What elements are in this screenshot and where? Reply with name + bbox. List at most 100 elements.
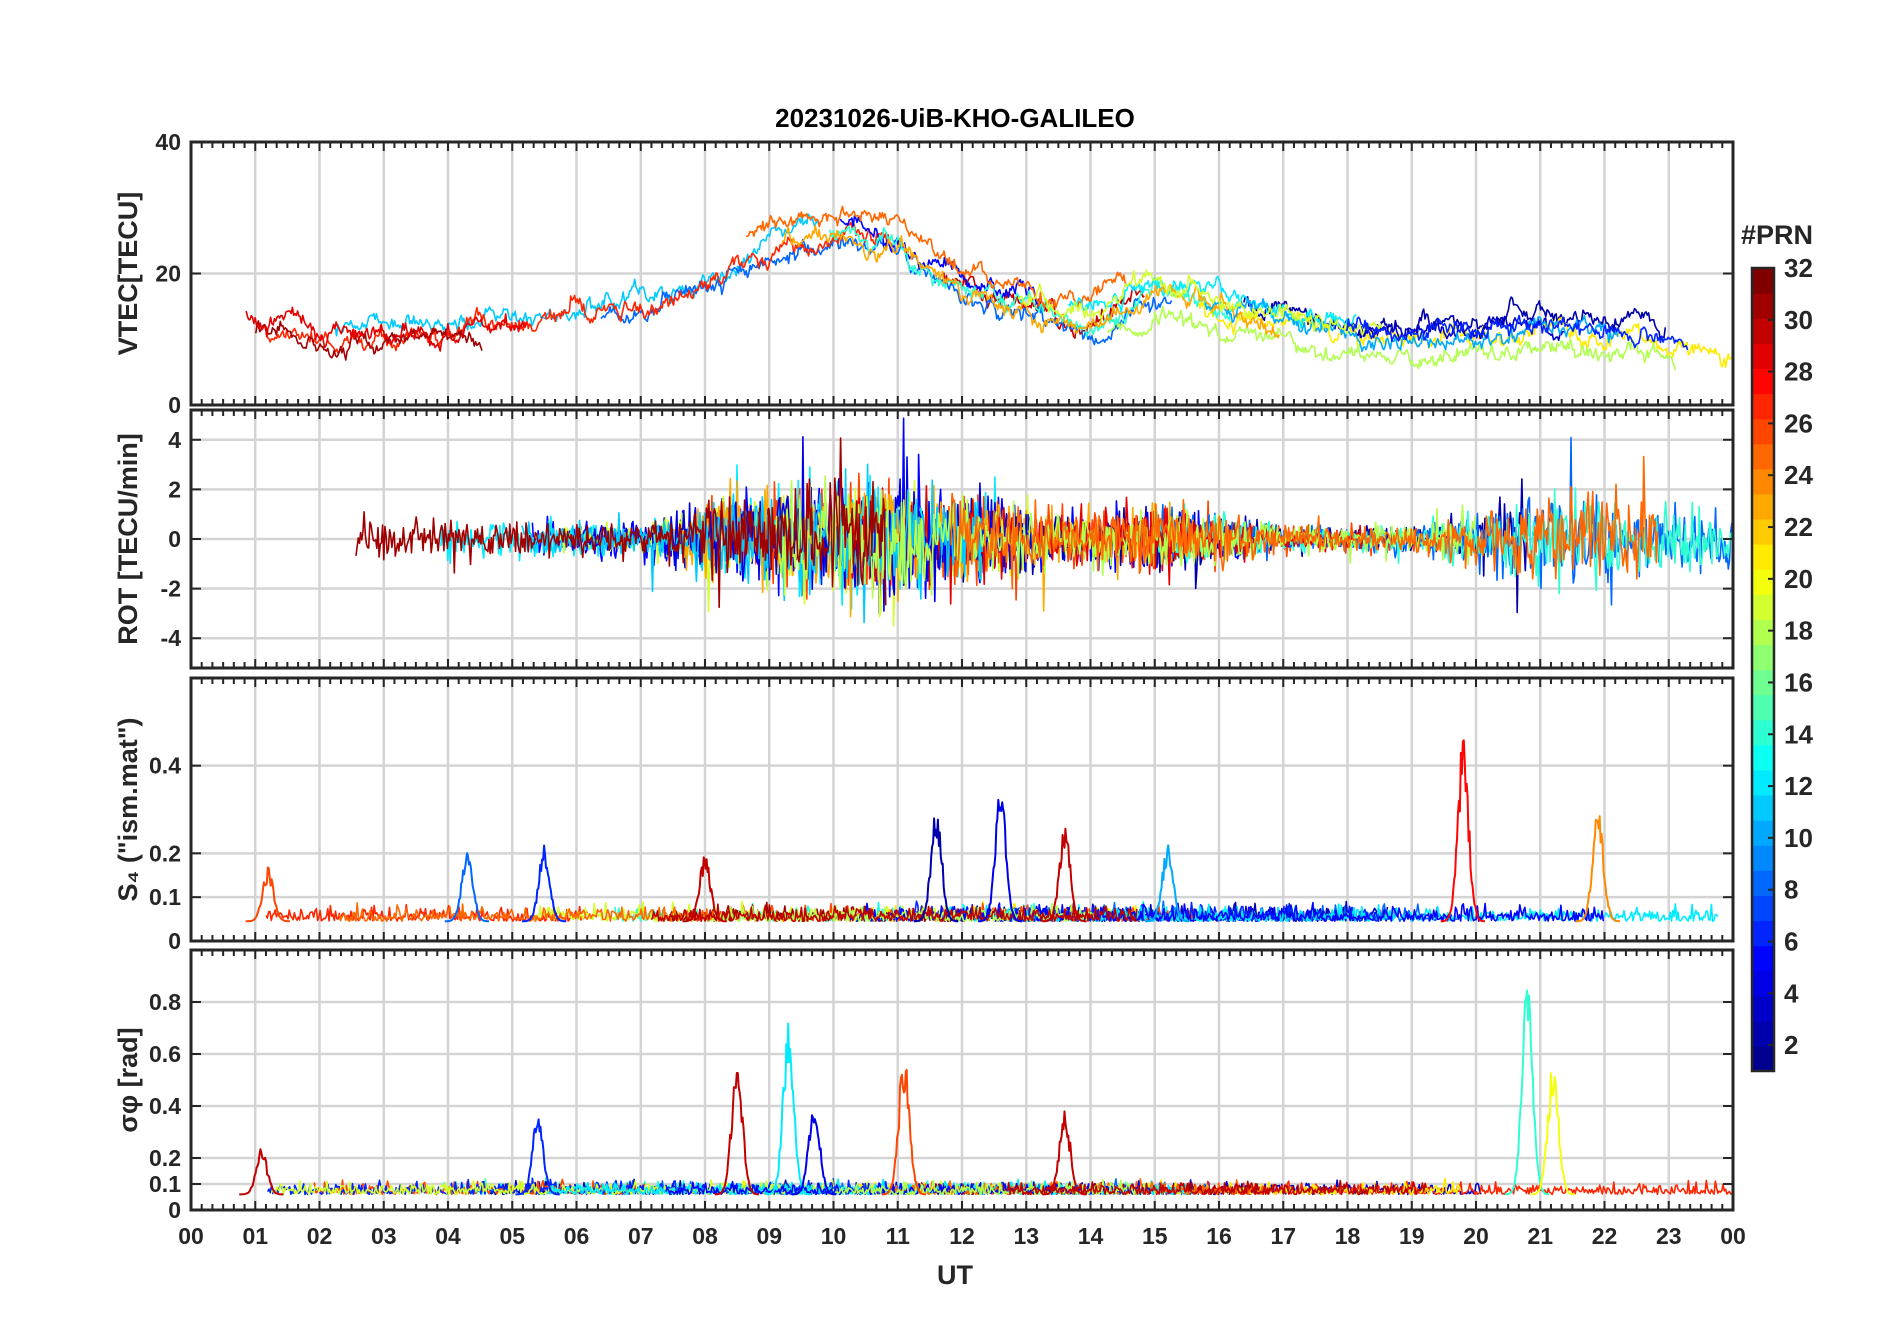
- grid: [191, 678, 1733, 941]
- s4-peak: [1575, 815, 1620, 923]
- x-tick-label: 11: [886, 1223, 911, 1249]
- x-tick-label: 21: [1527, 1223, 1553, 1249]
- x-tick-label: 02: [307, 1223, 333, 1249]
- s4-peak: [1440, 739, 1485, 923]
- colorbar-segment: [1752, 1020, 1774, 1047]
- colorbar-segment: [1752, 644, 1774, 671]
- x-tick-label: 00: [178, 1223, 204, 1249]
- traces: [355, 417, 1733, 627]
- sigma_phi-peak: [791, 1114, 837, 1196]
- y-tick-label: 40: [155, 129, 181, 155]
- x-tick-label: 14: [1078, 1223, 1104, 1249]
- x-ticks: [190, 678, 1734, 941]
- rot-trace: [774, 475, 1476, 599]
- colorbar-tick-label: 20: [1784, 564, 1813, 594]
- vtec-trace: [1204, 297, 1619, 353]
- y-tick-label: -2: [161, 576, 181, 602]
- colorbar-segment: [1752, 318, 1774, 344]
- y-tick-label: 0.4: [149, 1093, 181, 1119]
- colorbar-tick-label: 16: [1784, 667, 1813, 697]
- vtec-trace: [255, 320, 483, 361]
- colorbar-tick-label: 18: [1784, 616, 1813, 646]
- y-tick-label: 0.1: [149, 1171, 181, 1197]
- x-tick-label: 18: [1335, 1223, 1361, 1249]
- colorbar-segment: [1752, 368, 1774, 395]
- colorbar-segment: [1752, 569, 1774, 595]
- colorbar-tick-label: 10: [1784, 823, 1813, 853]
- s4-peak: [521, 844, 567, 923]
- x-tick-label: 19: [1399, 1223, 1425, 1249]
- colorbar-tick-label: 12: [1784, 771, 1813, 801]
- s4-peak: [444, 852, 490, 923]
- colorbar-frame: [1750, 266, 1776, 1073]
- x-tick-label: 10: [821, 1223, 847, 1249]
- vtec-trace: [245, 306, 528, 352]
- colorbar-tick-label: 14: [1784, 719, 1813, 749]
- colorbar-segment: [1752, 995, 1774, 1022]
- x-tick-label: 20: [1463, 1223, 1489, 1249]
- panel-vtec: 0 20 40 VTEC[TECU]: [113, 129, 1735, 418]
- panel-s4: 0 0.1 0.2 0.4S₄ ("ism.mat"): [113, 676, 1735, 954]
- x-ticks: [190, 950, 1734, 1210]
- sigma_phi-peak: [1504, 989, 1550, 1196]
- x-ticks: [190, 410, 1734, 668]
- x-tick-label: 13: [1013, 1223, 1039, 1249]
- sigma_phi-peak: [714, 1072, 760, 1196]
- colorbar-segment: [1752, 418, 1774, 445]
- x-tick-label: 05: [499, 1223, 525, 1249]
- colorbar-tick-label: 30: [1784, 305, 1813, 335]
- traces: [239, 989, 1733, 1196]
- x-tick-label: 17: [1270, 1223, 1296, 1249]
- colorbar-tick-label: 26: [1784, 408, 1813, 438]
- y-tick-label: 0: [168, 392, 181, 418]
- colorbar-segment: [1752, 870, 1774, 896]
- colorbar-segment: [1752, 343, 1774, 369]
- colorbar-segment: [1752, 845, 1774, 871]
- x-tick-label: 07: [628, 1223, 654, 1249]
- colorbar-segment: [1752, 820, 1774, 846]
- figure-title: 20231026-UiB-KHO-GALILEO: [775, 103, 1135, 133]
- colorbar-segment: [1752, 970, 1774, 997]
- colorbar-tick-label: 8: [1784, 875, 1798, 905]
- vtec-trace: [1017, 269, 1383, 336]
- colorbar-segment: [1752, 443, 1774, 470]
- sigma_phi-peak: [765, 1022, 811, 1196]
- y-tick-label: 0.2: [149, 840, 181, 866]
- y-tick-label: 0.1: [149, 884, 181, 910]
- colorbar-tick-label: 4: [1784, 978, 1799, 1008]
- x-axis-title: UT: [937, 1260, 973, 1290]
- y-tick-label: 0.8: [149, 989, 181, 1015]
- colorbar-segment: [1752, 1045, 1774, 1072]
- traces: [245, 739, 1719, 923]
- colorbar-tick-label: 24: [1784, 460, 1813, 490]
- sigma_phi-peak: [239, 1148, 284, 1196]
- colorbar-tick-label: 2: [1784, 1030, 1798, 1060]
- vtec-trace: [745, 205, 1128, 310]
- s4-peak: [682, 856, 727, 923]
- colorbar-segment: [1752, 895, 1774, 922]
- y-tick-label: 0.6: [149, 1041, 181, 1067]
- s4-peak: [977, 798, 1023, 923]
- rot-trace: [355, 437, 887, 609]
- colorbar-segment: [1752, 293, 1774, 319]
- s4-trace: [650, 902, 1138, 923]
- colorbar-segment: [1752, 393, 1774, 420]
- y-tick-label: 0: [168, 1197, 181, 1223]
- colorbar-label: #PRN: [1741, 220, 1813, 250]
- panel-sigma_phi: 00.10.2 0.4 0.6 0.8σφ [rad]: [113, 948, 1735, 1223]
- x-tick-label: 15: [1142, 1223, 1168, 1249]
- colorbar-tick-label: 6: [1784, 926, 1798, 956]
- colorbar-segment: [1752, 794, 1774, 821]
- vtec-trace: [1345, 314, 1689, 351]
- colorbar-segment: [1752, 518, 1774, 545]
- x-tick-labels: 00 01 02 03 04 05 06 07 08 09 10 11 12 13 14 15 16 17 18 19…: [178, 1223, 1746, 1249]
- x-ticks: [190, 142, 1734, 405]
- s4-peak: [245, 866, 291, 923]
- colorbar-segment: [1752, 619, 1774, 646]
- y-tick-label: 4: [168, 427, 181, 453]
- colorbar-tick-label: 28: [1784, 357, 1813, 387]
- colorbar-tick-label: 32: [1784, 253, 1813, 283]
